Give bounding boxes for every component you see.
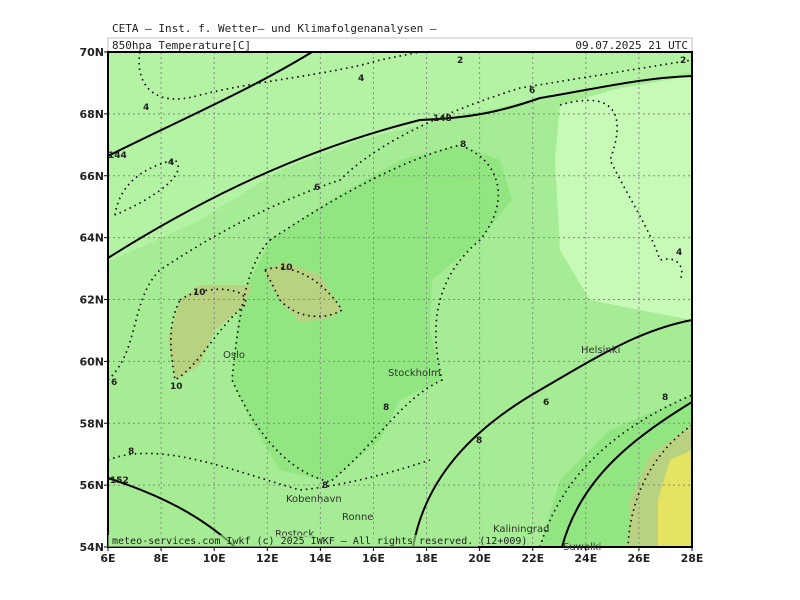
contour-line xyxy=(231,144,500,483)
footer: meteo-services.com Iwkf (c) 2025 IWKF – … xyxy=(112,536,527,547)
lon-label: 26E xyxy=(627,552,650,565)
city-labels: Oslo Stockholm Helsinki Kobenhavn Ronne … xyxy=(223,345,620,553)
contour-label: 6 xyxy=(529,86,535,96)
lat-label: 58N xyxy=(79,417,104,430)
city-label: Kobenhavn xyxy=(286,494,342,505)
contour-label: 6 xyxy=(543,398,549,408)
contour-line xyxy=(114,159,179,216)
lon-label: 18E xyxy=(415,552,438,565)
lat-label: 56N xyxy=(79,479,104,492)
contour-label: 8 xyxy=(662,393,668,403)
city-label: Suwalki xyxy=(563,542,601,553)
contour-label: 4 xyxy=(168,158,174,168)
contour-label: 8 xyxy=(460,140,466,150)
contour-line xyxy=(107,59,693,381)
lon-label: 16E xyxy=(362,552,385,565)
lat-label: 64N xyxy=(79,232,104,245)
contour-label: 4 xyxy=(676,248,682,258)
lon-label: 12E xyxy=(256,552,279,565)
field-2 xyxy=(555,76,692,320)
city-label: Rostock xyxy=(275,529,314,540)
lat-label: 60N xyxy=(79,355,104,368)
contour-line xyxy=(561,401,693,548)
contour-line xyxy=(107,452,431,491)
contour-label: 10 xyxy=(170,382,183,392)
lon-label: 8E xyxy=(154,552,169,565)
city-label: Oslo xyxy=(223,350,245,361)
contour-label: 6 xyxy=(111,378,117,388)
lat-label: 54N xyxy=(79,541,104,554)
contour-label: 148 xyxy=(433,114,452,124)
contour-label: 2 xyxy=(457,56,463,66)
contour-label: 2 xyxy=(680,56,686,66)
contour-line xyxy=(107,75,693,259)
header-field: 850hpa_Temperature[C] xyxy=(112,39,251,52)
field-10 xyxy=(265,262,342,322)
field-8 xyxy=(232,145,512,482)
lon-label: 20E xyxy=(468,552,491,565)
contour-line xyxy=(170,288,247,382)
field-10-se xyxy=(628,425,692,547)
contour-label: 4 xyxy=(358,74,364,84)
contour-label: 8 xyxy=(476,436,482,446)
field-12 xyxy=(658,450,692,547)
contour-label: 6 xyxy=(314,183,320,193)
contour-label: 8 xyxy=(322,481,328,491)
contour-line xyxy=(627,424,693,548)
city-label: Ronne xyxy=(342,512,373,523)
lat-label: 66N xyxy=(79,170,104,183)
city-label: Kaliningrad xyxy=(493,524,549,535)
city-label: Helsinki xyxy=(581,345,620,356)
lon-label: 10E xyxy=(203,552,226,565)
contour-label: 144 xyxy=(108,151,127,161)
contour-label: 10 xyxy=(280,263,293,273)
footer-box xyxy=(108,535,478,547)
lon-label: 14E xyxy=(309,552,332,565)
field-4 xyxy=(108,52,692,262)
contour-labels: 2 2 4 4 4 4 6 6 6 6 8 8 8 8 8 8 10 10 10… xyxy=(108,56,686,491)
graticule xyxy=(108,52,692,547)
temperature-contours xyxy=(107,51,693,548)
contour-line xyxy=(412,319,693,548)
lat-label: 70N xyxy=(79,46,104,59)
field-10 xyxy=(168,285,252,380)
header-source: CETA – Inst. f. Wetter– und Klimafolgena… xyxy=(112,22,437,35)
lat-label: 68N xyxy=(79,108,104,121)
lon-label: 6E xyxy=(100,552,115,565)
geopotential-contours xyxy=(107,51,693,548)
lon-label: 28E xyxy=(681,552,704,565)
contour-label: 4 xyxy=(143,103,149,113)
contour-label: 8 xyxy=(128,447,134,457)
lat-label: 62N xyxy=(79,294,104,307)
header-valid: 09.07.2025 21 UTC xyxy=(575,39,688,52)
lon-label: 24E xyxy=(574,552,597,565)
contour-label: 8 xyxy=(383,403,389,413)
contour-label: 152 xyxy=(110,476,129,486)
city-label: Stockholm xyxy=(388,368,441,379)
contour-line xyxy=(107,51,313,157)
lon-label: 22E xyxy=(521,552,544,565)
contour-label: 10 xyxy=(193,288,206,298)
